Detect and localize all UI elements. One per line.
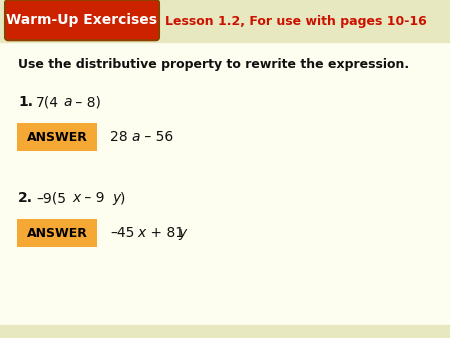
Text: – 56: – 56 [140,130,173,144]
Text: ANSWER: ANSWER [27,131,87,144]
Text: –9(5: –9(5 [36,191,66,205]
Text: – 8): – 8) [71,95,101,109]
Text: 28: 28 [110,130,128,144]
Text: ANSWER: ANSWER [27,227,87,240]
Text: a: a [63,95,72,109]
FancyBboxPatch shape [17,123,97,151]
Text: 2.: 2. [18,191,33,205]
Text: y: y [112,191,120,205]
Text: x: x [72,191,80,205]
Text: 7(4: 7(4 [36,95,59,109]
Text: Warm-Up Exercises: Warm-Up Exercises [6,13,158,27]
Text: + 81: + 81 [146,226,184,240]
Text: a: a [131,130,140,144]
Bar [0,325,450,338]
Text: x: x [137,226,145,240]
FancyBboxPatch shape [5,0,159,40]
Text: –45: –45 [110,226,135,240]
Bar [0,0,450,42]
Text: Lesson 1.2, For use with pages 10-16: Lesson 1.2, For use with pages 10-16 [165,15,427,28]
Text: 1.: 1. [18,95,33,109]
Text: – 9: – 9 [80,191,104,205]
Text: Use the distributive property to rewrite the expression.: Use the distributive property to rewrite… [18,58,409,71]
FancyBboxPatch shape [17,219,97,247]
Text: ): ) [120,191,126,205]
Text: y: y [178,226,186,240]
